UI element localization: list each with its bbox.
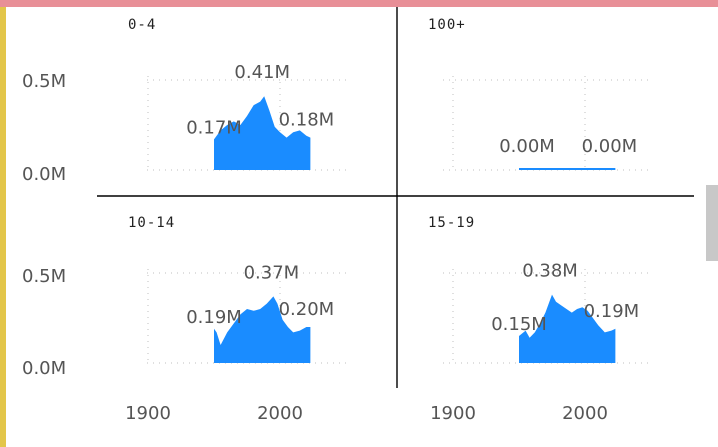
- data-label: 0.00M: [499, 136, 555, 157]
- y-tick-label: 0.0M: [22, 164, 66, 185]
- series-area: [519, 294, 616, 363]
- data-label: 0.20M: [279, 299, 335, 320]
- vertical-scrollbar[interactable]: [706, 185, 718, 261]
- y-tick-label: 0.5M: [22, 266, 66, 287]
- data-label: 0.41M: [234, 62, 290, 83]
- x-tick-label: 2000: [562, 403, 608, 424]
- data-label: 0.17M: [186, 117, 242, 138]
- y-tick-label: 0.0M: [22, 358, 66, 379]
- panel-title: 0-4: [128, 17, 156, 33]
- top-accent-bar: [0, 0, 718, 7]
- data-label: 0.37M: [244, 262, 300, 283]
- x-tick-label: 1900: [430, 403, 476, 424]
- data-label: 0.00M: [582, 136, 638, 157]
- data-label: 0.19M: [584, 301, 640, 322]
- chart-marks: 0.17M 0.41M 0.18M 0.00M 0.00M 0.19M 0.37M 0.20M…: [147, 62, 650, 364]
- series-area: [214, 96, 311, 170]
- x-tick-label: 2000: [257, 403, 303, 424]
- series-area: [214, 296, 311, 363]
- data-label: 0.18M: [279, 110, 335, 131]
- panel-title: 15-19: [428, 215, 475, 231]
- left-accent-bar: [0, 7, 6, 447]
- data-label: 0.19M: [186, 307, 242, 328]
- data-label: 0.15M: [491, 314, 547, 335]
- data-label: 0.38M: [522, 261, 578, 282]
- y-tick-label: 0.5M: [22, 71, 66, 92]
- panel-title: 100+: [428, 17, 466, 33]
- x-tick-label: 1900: [125, 403, 171, 424]
- panel-title: 10-14: [128, 215, 175, 231]
